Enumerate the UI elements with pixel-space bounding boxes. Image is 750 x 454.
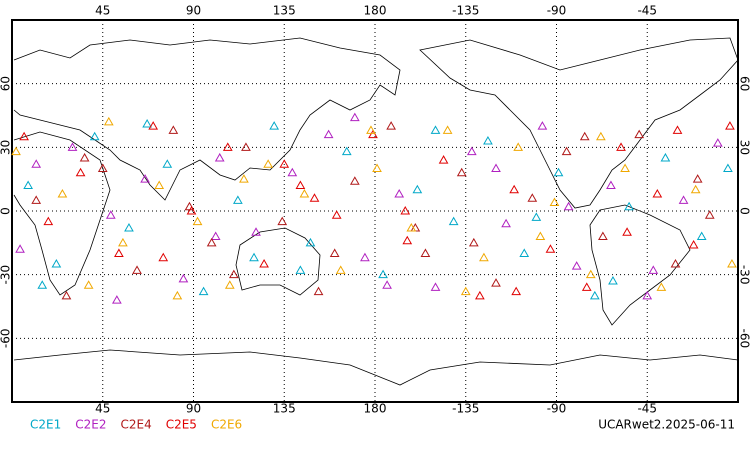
legend-entry: C2E4 (120, 418, 151, 432)
x-tick-label: -135 (452, 402, 479, 416)
x-tick-label: -45 (637, 402, 657, 416)
y-tick-label: 30 (0, 140, 13, 155)
y-tick-label: 60 (0, 76, 13, 91)
x-tick-label: -135 (452, 4, 479, 18)
y-tick-label: 0 (0, 207, 13, 215)
x-tick-label: 180 (364, 4, 387, 18)
y-tick-label: -60 (0, 329, 13, 349)
legend-entry: C2E5 (166, 418, 197, 432)
x-tick-label: 90 (186, 4, 201, 18)
x-tick-label: 45 (95, 4, 110, 18)
y-tick-label: -30 (738, 265, 750, 285)
legend-entry: C2E1 (30, 418, 61, 432)
legend-entry: C2E2 (75, 418, 106, 432)
y-tick-label: 60 (738, 76, 750, 91)
x-tick-label: -90 (547, 402, 567, 416)
legend-entry: C2E6 (211, 418, 242, 432)
y-tick-label: -60 (738, 329, 750, 349)
x-tick-label: 135 (273, 402, 296, 416)
x-tick-label: 180 (364, 402, 387, 416)
x-tick-label: 135 (273, 4, 296, 18)
x-tick-label: 45 (95, 402, 110, 416)
chart-title: UCARwet2.2025-06-11 (598, 418, 735, 432)
x-tick-label: -90 (547, 4, 567, 18)
x-tick-label: 90 (186, 402, 201, 416)
x-tick-label: -45 (637, 4, 657, 18)
y-tick-label: 0 (738, 207, 750, 215)
y-tick-label: 30 (738, 140, 750, 155)
y-tick-label: -30 (0, 265, 13, 285)
